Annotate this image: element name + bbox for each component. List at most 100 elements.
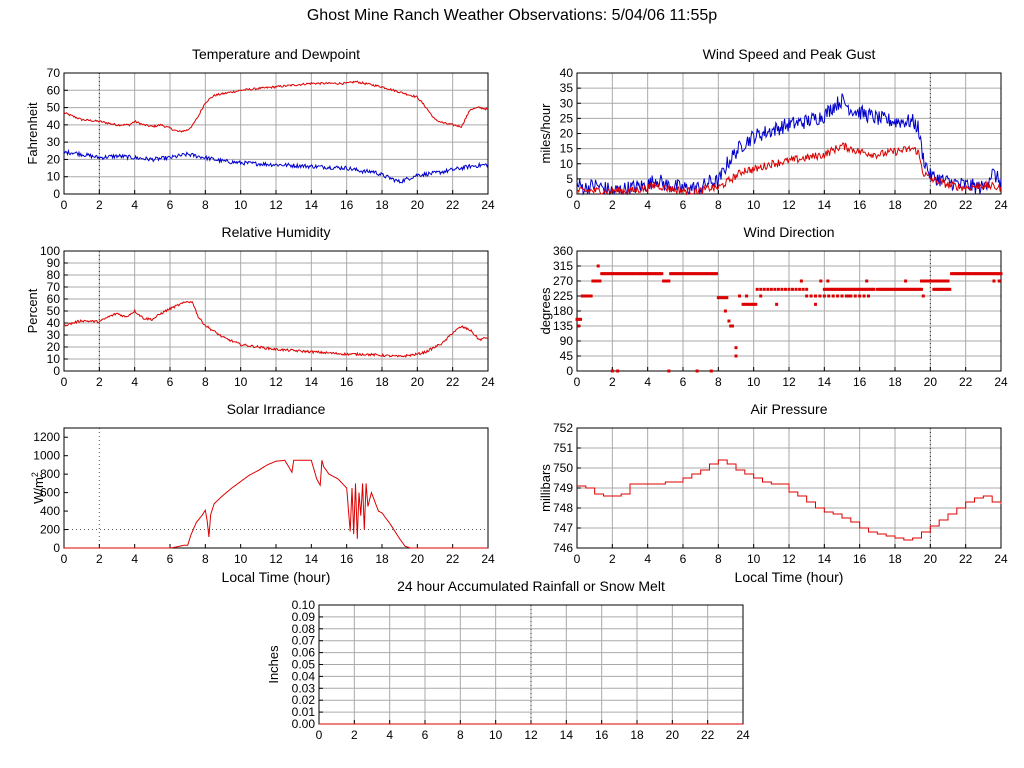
- data-point: [831, 294, 835, 298]
- data-point: [992, 279, 996, 283]
- x-tick-label: 16: [340, 375, 354, 389]
- y-tick-label: 747: [553, 521, 573, 535]
- x-tick-label: 12: [782, 375, 796, 389]
- chart-title: Wind Direction: [743, 224, 834, 240]
- data-point: [755, 287, 759, 291]
- x-tick-label: 10: [234, 375, 248, 389]
- y-tick-label: 751: [553, 441, 573, 455]
- y-tick-label: 1000: [33, 449, 60, 463]
- data-point: [865, 279, 869, 283]
- data-point: [579, 317, 583, 321]
- data-point: [679, 272, 683, 276]
- series-line-1: [576, 142, 1002, 196]
- data-point: [900, 287, 904, 291]
- data-point: [586, 294, 590, 298]
- x-tick-label: 0: [574, 198, 581, 212]
- data-point: [702, 272, 706, 276]
- data-point: [646, 272, 650, 276]
- data-point: [686, 272, 690, 276]
- x-tick-label: 0: [316, 728, 323, 742]
- data-point: [630, 272, 634, 276]
- data-point: [647, 272, 651, 276]
- data-point: [971, 272, 975, 276]
- data-point: [695, 272, 699, 276]
- data-point: [635, 272, 639, 276]
- data-point: [759, 287, 763, 291]
- data-point: [942, 279, 946, 283]
- data-point: [962, 272, 966, 276]
- y-tick-label: 800: [40, 467, 60, 481]
- data-point: [663, 279, 667, 283]
- data-point: [662, 279, 666, 283]
- data-point: [617, 272, 621, 276]
- x-tick-label: 24: [481, 552, 495, 566]
- y-axis-label: Percent: [25, 288, 40, 333]
- data-point: [918, 287, 922, 291]
- y-tick-label: 0: [566, 364, 573, 378]
- data-point: [791, 287, 795, 291]
- x-tick-label: 22: [446, 552, 460, 566]
- data-point: [826, 287, 830, 291]
- y-tick-label: 315: [553, 259, 573, 273]
- x-tick-label: 4: [644, 198, 651, 212]
- data-point: [967, 272, 971, 276]
- data-point: [852, 287, 856, 291]
- x-tick-label: 22: [701, 728, 715, 742]
- data-point: [877, 287, 881, 291]
- x-tick-label: 4: [644, 552, 651, 566]
- data-point: [836, 294, 840, 298]
- data-point: [667, 279, 671, 283]
- data-point: [827, 294, 831, 298]
- data-point: [610, 272, 614, 276]
- x-tick-label: 14: [818, 375, 832, 389]
- y-tick-label: 30: [47, 328, 61, 342]
- x-tick-label: 10: [234, 198, 248, 212]
- data-point: [637, 272, 641, 276]
- data-point: [921, 279, 925, 283]
- data-point: [920, 287, 923, 291]
- data-point: [930, 279, 934, 283]
- data-point: [950, 272, 954, 276]
- data-point: [575, 317, 579, 321]
- data-point: [642, 272, 646, 276]
- data-point: [988, 272, 992, 276]
- data-point: [690, 272, 694, 276]
- data-point: [766, 287, 770, 291]
- x-tick-label: 8: [202, 375, 209, 389]
- data-point: [927, 279, 931, 283]
- data-point: [655, 272, 658, 276]
- data-point: [628, 272, 632, 276]
- y-tick-label: 0.02: [292, 693, 316, 707]
- data-point: [787, 287, 791, 291]
- x-tick-label: 14: [305, 198, 319, 212]
- x-tick-label: 16: [340, 198, 354, 212]
- data-point: [783, 287, 787, 291]
- x-tick-label: 2: [351, 728, 358, 742]
- data-point: [799, 279, 803, 283]
- data-point: [814, 294, 817, 298]
- x-tick-label: 6: [167, 375, 174, 389]
- data-point: [692, 272, 696, 276]
- data-point: [861, 287, 865, 291]
- data-point: [706, 272, 710, 276]
- y-tick-label: 748: [553, 501, 573, 515]
- data-point: [957, 272, 961, 276]
- x-tick-label: 6: [680, 552, 687, 566]
- data-point: [858, 294, 862, 298]
- y-tick-label: 0.00: [292, 717, 316, 731]
- data-point: [805, 287, 809, 291]
- x-tick-label: 4: [644, 375, 651, 389]
- y-tick-label: 35: [560, 81, 574, 95]
- y-tick-label: 5: [566, 172, 573, 186]
- x-tick-label: 16: [853, 375, 867, 389]
- data-point: [932, 287, 936, 291]
- data-point: [831, 287, 835, 291]
- x-tick-label: 10: [747, 552, 761, 566]
- y-tick-label: 70: [47, 280, 61, 294]
- y-tick-label: 50: [47, 304, 61, 318]
- data-point: [819, 279, 823, 283]
- y-tick-label: 1200: [33, 430, 60, 444]
- data-point: [941, 279, 945, 283]
